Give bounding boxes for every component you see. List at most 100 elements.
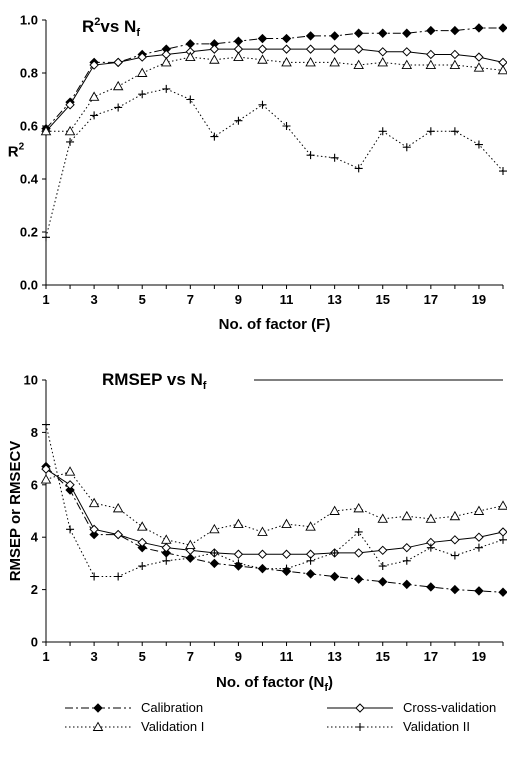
data-point — [450, 127, 459, 136]
x-tick-label: 9 — [235, 292, 242, 307]
legend-marker — [355, 703, 365, 713]
data-point — [209, 523, 220, 534]
series-line — [45, 27, 503, 129]
title-part: R — [82, 17, 94, 36]
series-cross-validation — [41, 464, 507, 559]
x-tick-label: 3 — [90, 292, 97, 307]
data-point — [474, 140, 483, 149]
title-part: vs N — [100, 17, 136, 36]
y-axis-label: R2 — [8, 142, 25, 161]
data-point — [474, 52, 484, 62]
data-point — [136, 67, 148, 77]
data-point — [498, 23, 507, 33]
chart-title: R2vs Nf — [82, 16, 140, 39]
data-point — [474, 532, 484, 542]
data-point — [185, 39, 196, 49]
data-point — [65, 100, 75, 110]
series-line — [45, 424, 504, 577]
data-point — [426, 543, 435, 552]
x-tick-label: 17 — [424, 649, 438, 664]
data-point — [281, 518, 292, 529]
data-point — [42, 233, 50, 242]
y-tick-label: 0.0 — [20, 278, 38, 293]
data-point — [353, 574, 364, 584]
data-point — [160, 534, 172, 544]
data-point — [450, 584, 460, 595]
data-point — [449, 510, 461, 521]
data-point — [136, 521, 148, 531]
data-point — [89, 524, 99, 535]
data-point — [209, 558, 220, 569]
x-tick-label: 5 — [139, 649, 146, 664]
series-line — [45, 88, 504, 238]
data-point — [233, 51, 244, 62]
data-point — [498, 587, 507, 597]
data-point — [257, 526, 268, 536]
title-part: RMSEP vs N — [102, 370, 203, 389]
data-point — [329, 44, 340, 54]
legend-label: Validation I — [141, 719, 204, 734]
title-box — [96, 366, 254, 392]
data-point — [162, 84, 171, 93]
data-point — [88, 91, 100, 101]
x-tick-label: 1 — [42, 649, 49, 664]
y-tick-label: 2 — [31, 582, 38, 597]
x-tick-label: 15 — [376, 649, 390, 664]
data-point — [209, 44, 220, 54]
series-validation-i — [40, 51, 507, 136]
data-point — [450, 49, 460, 60]
data-point — [282, 122, 291, 130]
data-point — [426, 127, 435, 136]
data-point — [378, 127, 387, 136]
data-point — [186, 554, 195, 563]
series-validation-ii — [42, 84, 507, 242]
data-point — [113, 529, 123, 540]
data-point — [305, 521, 316, 531]
data-point — [40, 125, 52, 136]
title-part: f — [203, 380, 207, 392]
data-point — [425, 513, 437, 523]
data-point — [426, 49, 436, 60]
data-point — [233, 549, 244, 559]
data-point — [281, 44, 292, 54]
data-point — [233, 36, 244, 46]
y-axis-label: RMSEP or RMSECV — [7, 441, 24, 582]
data-point — [378, 545, 388, 556]
data-point — [64, 125, 76, 136]
legend-marker — [356, 723, 364, 731]
data-point — [114, 103, 123, 112]
data-point — [112, 502, 124, 513]
data-point — [499, 167, 507, 176]
x-tick-label: 9 — [235, 649, 242, 664]
legend-item-calibration: Calibration — [65, 700, 203, 715]
data-point — [210, 132, 219, 141]
data-point — [473, 62, 485, 72]
data-point — [497, 500, 507, 510]
legend-item-cross-validation: Cross-validation — [327, 700, 496, 715]
data-point — [66, 525, 75, 534]
data-point — [474, 23, 484, 33]
data-point — [258, 564, 267, 573]
data-point — [450, 535, 460, 545]
data-point — [329, 31, 340, 41]
series-validation-ii — [42, 420, 507, 581]
series-line — [46, 56, 504, 132]
data-point — [281, 549, 292, 559]
y-tick-label: 10 — [24, 373, 38, 388]
x-tick-label: 17 — [424, 292, 438, 307]
title-part: f — [136, 27, 140, 39]
data-point — [473, 505, 485, 515]
data-point — [377, 56, 389, 67]
legend-item-validation-i: Validation I — [65, 719, 204, 734]
data-point — [402, 579, 412, 590]
data-point — [257, 44, 268, 54]
data-point — [426, 25, 436, 36]
data-point — [401, 510, 413, 521]
data-point — [305, 44, 316, 54]
y-tick-label: 0.2 — [20, 225, 38, 240]
legend-item-validation-ii: Validation II — [327, 719, 470, 734]
legend-marker — [93, 703, 103, 713]
title-part: R — [8, 144, 19, 161]
